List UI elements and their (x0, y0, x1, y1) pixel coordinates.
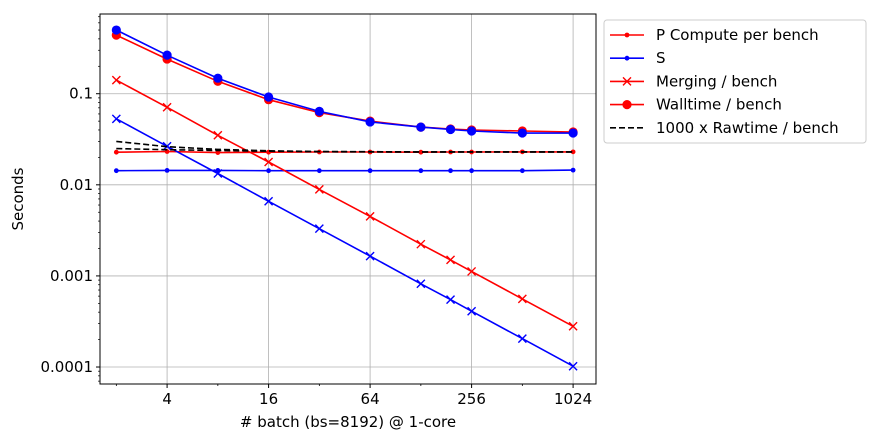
data-point (164, 167, 170, 173)
x-axis-ticks: 4 16 64 256 1024 (115, 384, 592, 408)
y-tick-label: 0.001 (50, 267, 93, 285)
legend-label: S (656, 49, 666, 67)
y-tick-label: 0.1 (69, 85, 93, 103)
legend-label: P Compute per bench (656, 26, 819, 44)
grid (100, 14, 596, 384)
data-point (418, 168, 424, 174)
data-point (162, 102, 172, 112)
data-point (316, 168, 322, 174)
data-point (570, 149, 576, 155)
data-point (467, 306, 477, 316)
data-point (367, 168, 373, 174)
legend-label: 1000 x Rawtime / bench (656, 119, 839, 137)
data-point (111, 75, 121, 85)
series-line (116, 169, 574, 172)
x-tick-label: 4 (162, 390, 172, 408)
data-point (215, 150, 221, 155)
series-2 (111, 75, 578, 331)
data-point (469, 168, 474, 174)
data-point (213, 73, 223, 83)
data-point (570, 167, 576, 173)
data-point (113, 168, 119, 174)
data-point (213, 130, 223, 140)
data-point (568, 128, 578, 138)
y-tick-label: 0.0001 (41, 358, 94, 376)
data-point (519, 168, 525, 174)
data-point (416, 122, 426, 132)
series-5 (111, 25, 578, 138)
x-axis-label: # batch (bs=8192) @ 1-core (240, 413, 456, 431)
data-point (365, 211, 375, 221)
data-point (264, 157, 274, 167)
legend-box (603, 19, 867, 144)
data-point (446, 295, 456, 305)
data-point (446, 255, 456, 265)
data-point (568, 361, 578, 371)
series-7 (116, 147, 574, 153)
y-axis-ticks: 0.0001 0.001 0.01 0.1 (41, 16, 100, 382)
data-point (416, 239, 426, 249)
y-tick-label: 0.01 (60, 176, 93, 194)
legend-marker (622, 100, 632, 110)
data-point (111, 25, 121, 35)
series-line (116, 147, 574, 153)
data-point (365, 117, 375, 127)
x-tick-label: 64 (361, 390, 380, 408)
data-point (448, 168, 453, 174)
legend-marker (624, 32, 630, 38)
data-point (314, 184, 324, 194)
data-point (568, 321, 578, 331)
x-tick-label: 256 (457, 390, 486, 408)
legend-label: Walltime / bench (656, 96, 782, 114)
data-point (445, 124, 456, 135)
data-point (416, 279, 426, 289)
legend-marker (622, 76, 632, 86)
x-tick-label: 1024 (554, 390, 592, 408)
data-point (517, 128, 527, 138)
series-4 (111, 114, 578, 371)
data-point (266, 168, 271, 174)
data-point (418, 149, 424, 155)
data-point (314, 106, 324, 116)
y-axis-label: Seconds (9, 167, 27, 230)
data-point (467, 266, 477, 276)
legend-label: Merging / bench (656, 72, 777, 90)
series-1 (113, 167, 576, 174)
data-point (517, 334, 527, 344)
legend-marker (624, 55, 630, 61)
series-layer (111, 25, 578, 371)
data-point (162, 50, 172, 60)
data-point (213, 169, 223, 179)
data-point (113, 149, 119, 155)
x-tick-label: 16 (259, 390, 278, 408)
data-point (517, 294, 527, 304)
data-point (111, 114, 121, 124)
data-point (365, 251, 375, 261)
data-point (264, 196, 274, 206)
legend: P Compute per bench S Merging / bench Wallt… (603, 19, 867, 144)
data-point (466, 126, 477, 136)
data-point (314, 224, 324, 234)
data-point (263, 92, 274, 102)
